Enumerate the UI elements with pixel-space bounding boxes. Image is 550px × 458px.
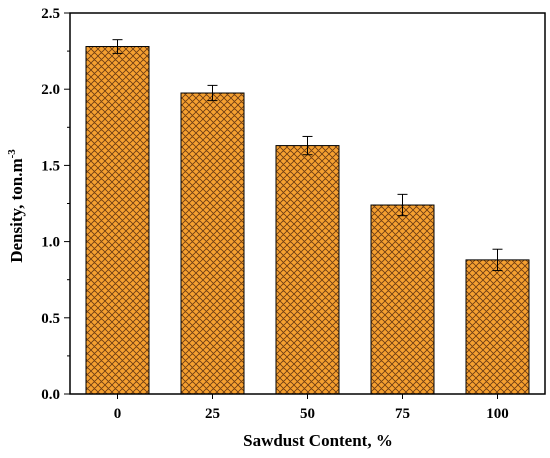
y-tick-label: 0.5: [41, 311, 60, 327]
y-tick-label: 2.0: [41, 82, 60, 98]
bar-50: [275, 145, 340, 395]
bar-25: [180, 92, 245, 395]
error-bars-layer: [112, 39, 503, 272]
x-tick-label: 50: [300, 406, 315, 422]
bar-100: [465, 259, 530, 395]
y-tick-label: 1.0: [41, 235, 60, 251]
y-tick-label: 1.5: [41, 158, 60, 174]
x-tick-label: 0: [114, 406, 122, 422]
x-tick-label: 25: [205, 406, 220, 422]
bar-75: [370, 204, 435, 395]
bar-0: [85, 46, 150, 395]
error-bar-25: [207, 84, 218, 102]
tick-labels-layer: 0 25 50 75 100 0.0 0.5 1.0 1.5 2.0 2.5: [41, 6, 509, 422]
y-tick-label: 2.5: [41, 6, 60, 22]
error-bar-100: [492, 248, 503, 272]
error-bar-75: [397, 193, 408, 217]
x-tick-label: 75: [395, 406, 410, 422]
error-bar-0: [112, 39, 123, 54]
y-axis-title: Density, ton.m-3: [6, 149, 26, 263]
y-tick-label: 0.0: [41, 387, 60, 403]
bars-layer: [85, 46, 530, 395]
y-axis-title-main: Density, ton.m: [7, 158, 26, 262]
y-axis-title-superscript: -3: [6, 149, 18, 159]
x-axis-title: Sawdust Content, %: [243, 431, 393, 450]
x-tick-label: 100: [486, 406, 509, 422]
error-bar-50: [302, 135, 313, 156]
axes-layer: [64, 12, 546, 399]
